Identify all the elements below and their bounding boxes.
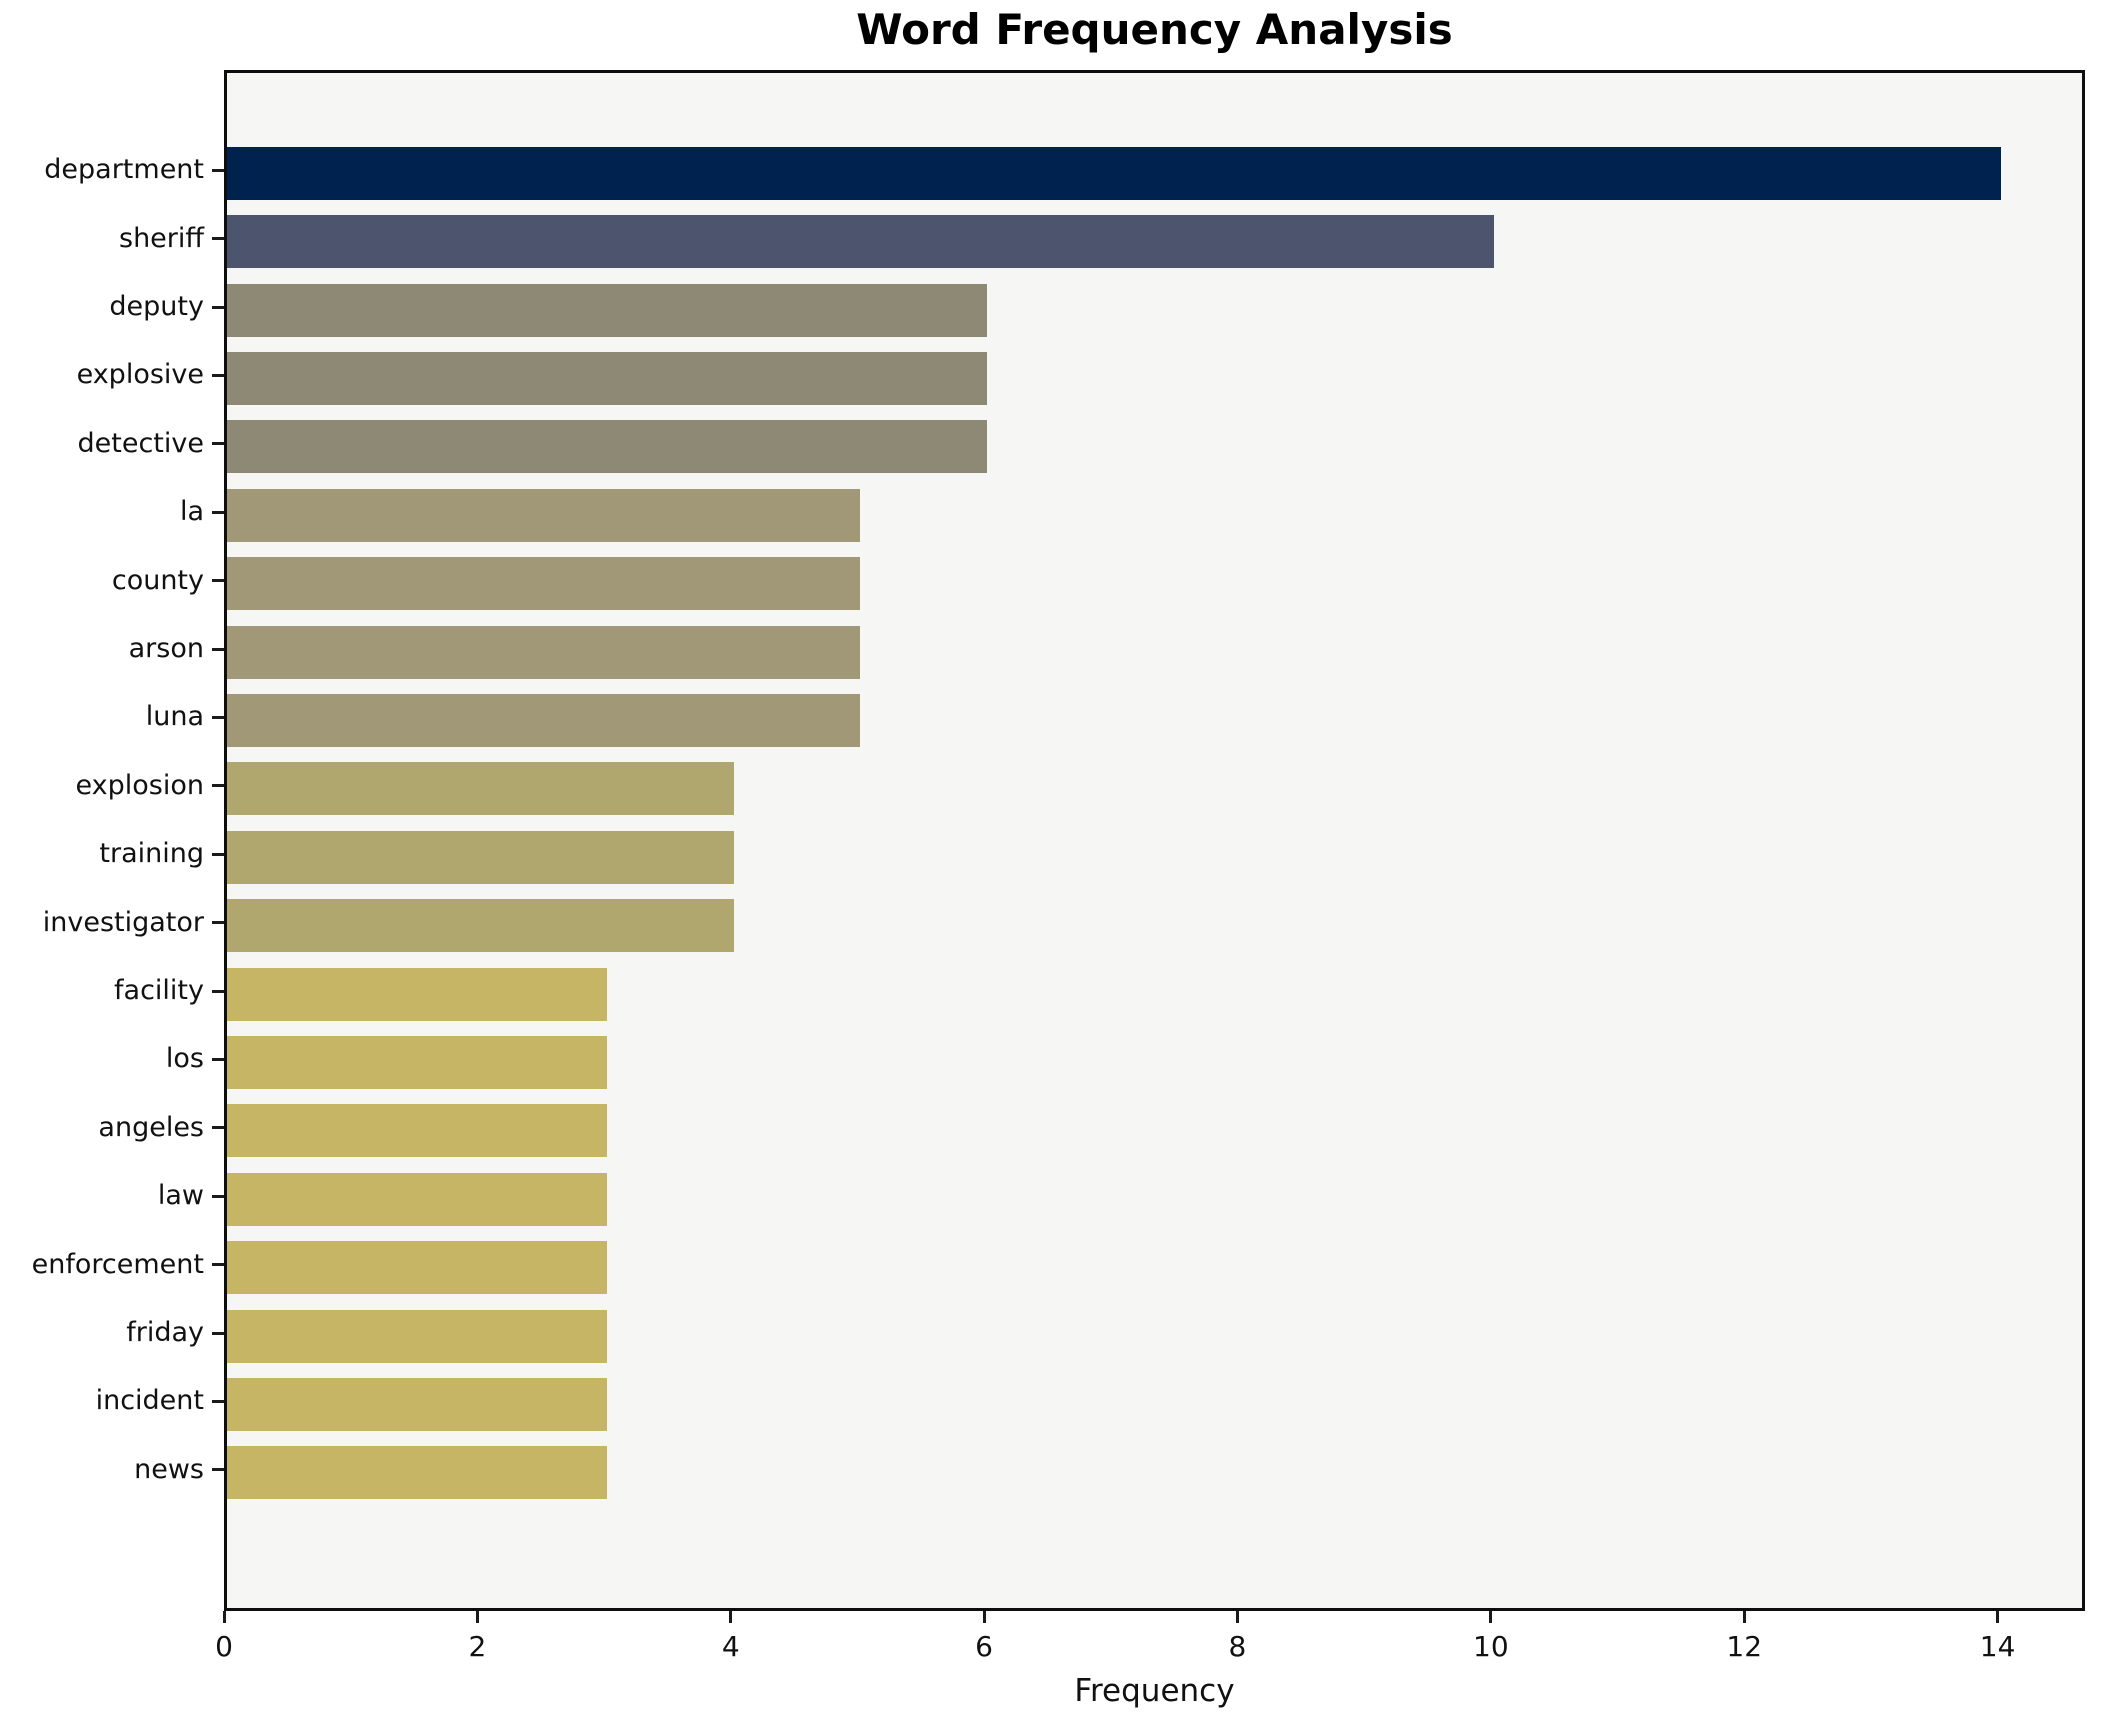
y-axis-label-arson: arson: [128, 633, 204, 664]
y-tick-department: [212, 168, 224, 172]
x-tick-14: [1996, 1611, 2000, 1623]
x-tick-10: [1489, 1611, 1493, 1623]
y-tick-explosive: [212, 373, 224, 377]
x-tick-label-10: 10: [1473, 1630, 1509, 1663]
y-tick-los: [212, 1057, 224, 1061]
x-tick-label-2: 2: [468, 1630, 487, 1663]
x-tick-0: [222, 1611, 226, 1623]
y-axis-label-detective: detective: [77, 427, 204, 459]
x-tick-label-6: 6: [975, 1630, 994, 1663]
x-tick-6: [982, 1611, 986, 1623]
y-axis-label-deputy: deputy: [109, 291, 204, 322]
y-axis-label-law: law: [157, 1180, 204, 1212]
y-axis-label-explosive: explosive: [76, 359, 204, 391]
y-tick-investigator: [212, 921, 224, 925]
y-axis-label-explosion: explosion: [75, 769, 204, 801]
y-axis-label-los: los: [165, 1043, 204, 1075]
y-axis-label-department: department: [44, 154, 204, 186]
y-axis-label-investigator: investigator: [42, 906, 204, 938]
bar-news: [227, 1446, 607, 1500]
bar-la: [227, 488, 860, 542]
bar-angeles: [227, 1104, 607, 1158]
bar-department: [227, 146, 2001, 200]
bar-sheriff: [227, 215, 1494, 269]
y-tick-enforcement: [212, 1263, 224, 1267]
y-tick-angeles: [212, 1126, 224, 1130]
x-tick-label-12: 12: [1726, 1630, 1763, 1663]
y-tick-la: [212, 510, 224, 514]
y-axis-label-training: training: [99, 838, 204, 870]
bar-law: [227, 1172, 607, 1226]
y-tick-detective: [212, 442, 224, 446]
bar-arson: [227, 625, 860, 679]
bar-enforcement: [227, 1241, 607, 1295]
bar-detective: [227, 420, 987, 474]
x-axis-label: Frequency: [1074, 1673, 1235, 1709]
chart-title: Word Frequency Analysis: [856, 5, 1453, 54]
bar-los: [227, 1035, 607, 1089]
x-tick-4: [729, 1611, 733, 1623]
y-axis-label-county: county: [111, 564, 204, 596]
y-tick-training: [212, 852, 224, 856]
bar-explosion: [227, 762, 734, 816]
bar-facility: [227, 967, 607, 1021]
y-tick-arson: [212, 647, 224, 651]
bar-training: [227, 830, 734, 884]
y-tick-explosion: [212, 784, 224, 788]
bar-investigator: [227, 899, 734, 953]
y-axis-label-incident: incident: [95, 1385, 204, 1417]
y-tick-sheriff: [212, 237, 224, 241]
y-axis-label-angeles: angeles: [98, 1111, 204, 1143]
y-tick-incident: [212, 1399, 224, 1403]
x-tick-label-8: 8: [1228, 1630, 1247, 1663]
x-tick-label-4: 4: [721, 1630, 740, 1663]
y-axis-label-friday: friday: [126, 1317, 204, 1348]
bar-deputy: [227, 283, 987, 337]
bar-luna: [227, 693, 860, 747]
y-tick-county: [212, 579, 224, 583]
plot-area: [224, 70, 2085, 1611]
y-axis-label-sheriff: sheriff: [119, 222, 204, 254]
y-tick-friday: [212, 1331, 224, 1335]
y-axis-label-news: news: [134, 1453, 204, 1485]
y-tick-facility: [212, 989, 224, 993]
y-axis-label-facility: facility: [114, 975, 204, 1006]
y-axis-label-luna: luna: [145, 701, 204, 733]
x-tick-12: [1742, 1611, 1746, 1623]
x-tick-label-14: 14: [1979, 1630, 2016, 1663]
bar-incident: [227, 1377, 607, 1431]
y-axis-label-la: la: [179, 496, 204, 528]
y-tick-law: [212, 1194, 224, 1198]
bar-explosive: [227, 351, 987, 405]
y-tick-news: [212, 1468, 224, 1472]
bar-county: [227, 557, 860, 611]
y-tick-luna: [212, 715, 224, 719]
y-axis-label-enforcement: enforcement: [31, 1248, 204, 1280]
x-tick-label-0: 0: [215, 1630, 233, 1663]
x-tick-8: [1235, 1611, 1239, 1623]
y-tick-deputy: [212, 305, 224, 309]
bar-friday: [227, 1309, 607, 1363]
x-tick-2: [475, 1611, 479, 1623]
